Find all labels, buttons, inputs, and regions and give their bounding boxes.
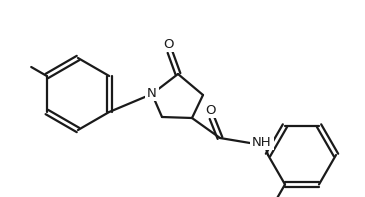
Text: O: O (164, 37, 174, 50)
Text: NH: NH (252, 136, 272, 149)
Text: N: N (147, 86, 157, 99)
Text: O: O (206, 103, 216, 116)
